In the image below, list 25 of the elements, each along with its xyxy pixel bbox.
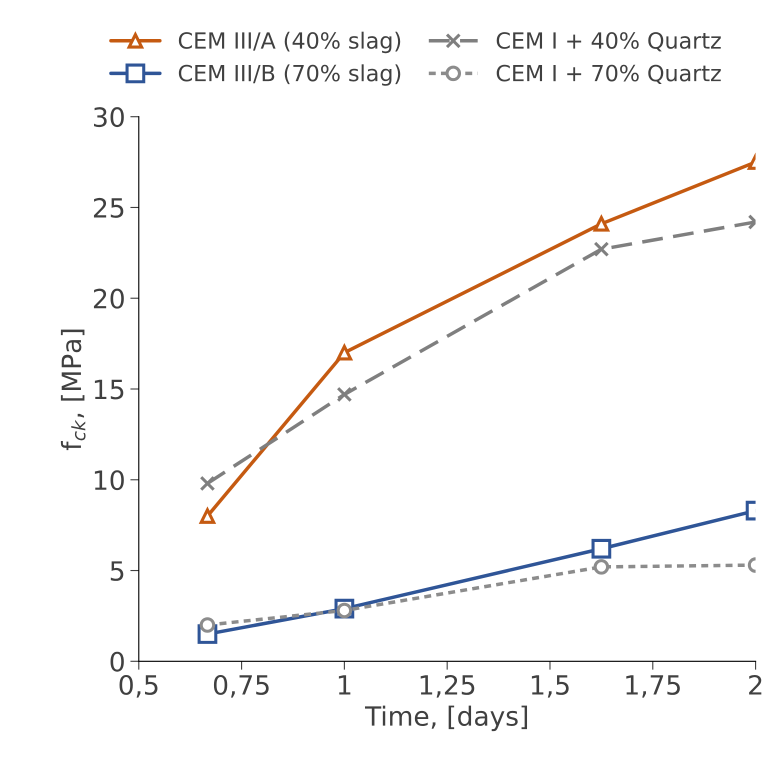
x-tick-label: 1,5 (532, 675, 569, 698)
point (200, 617, 216, 633)
point (200, 508, 216, 524)
point (200, 476, 216, 492)
y-tick-label: 5 (110, 561, 124, 581)
legend-label: CEM I + 40% Quartz (496, 32, 721, 52)
y-tick-label: 25 (94, 198, 124, 218)
y-tick-label: 0 (110, 652, 124, 672)
x-tick-label: 1,25 (420, 674, 474, 698)
y-tick-label: 30 (94, 107, 124, 128)
x-tick-label: 0,75 (214, 674, 269, 698)
y-tick-label: 10 (94, 470, 124, 490)
point (336, 386, 352, 402)
y-axis-title: f$_{ck}$, [MPa] (60, 330, 86, 450)
y-tick-label: 15 (94, 380, 124, 400)
legend-label: CEM III/A (40% slag) (178, 32, 400, 54)
x-tick-label: 2 (749, 674, 762, 695)
legend-label: CEM III/B (70% slag) (178, 64, 400, 86)
y-tick-label: 20 (94, 288, 124, 309)
x-tick-label: 1,75 (626, 675, 680, 698)
x-axis-title: Time, [days] (364, 706, 528, 732)
x-tick-label: 0,5 (120, 674, 158, 698)
point (336, 344, 352, 360)
legend-label: CEM I + 70% Quartz (496, 64, 721, 84)
x-tick-label: 1 (338, 675, 350, 695)
